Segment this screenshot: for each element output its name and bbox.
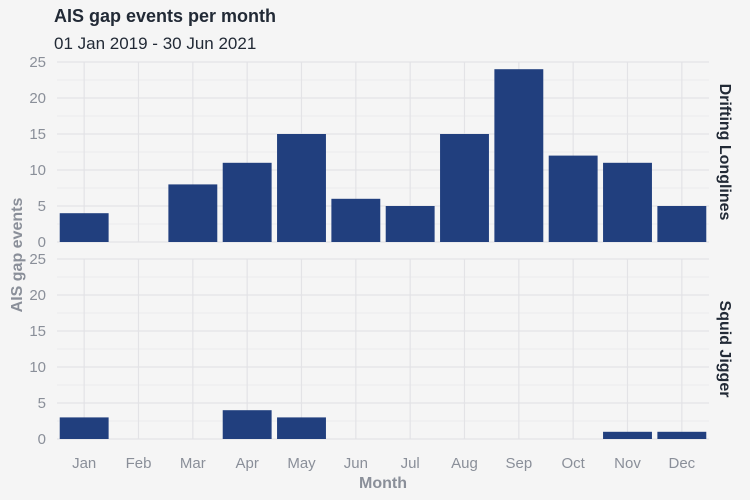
y-tick-label: 5 xyxy=(38,198,46,215)
bar xyxy=(494,69,544,242)
x-tick-label: Dec xyxy=(668,455,695,472)
x-tick-label: Oct xyxy=(561,455,585,472)
facet-panel-grid xyxy=(57,258,709,440)
bar xyxy=(168,184,218,242)
y-tick-label: 25 xyxy=(29,54,46,71)
x-tick-label: Feb xyxy=(126,455,152,472)
x-tick-label: Mar xyxy=(180,455,206,472)
x-tick-label: Sep xyxy=(505,455,532,472)
y-tick-label: 5 xyxy=(38,395,46,412)
bar xyxy=(548,155,598,242)
bar xyxy=(222,162,272,242)
bar xyxy=(222,410,272,439)
x-tick-label: Jan xyxy=(72,455,96,472)
chart-subtitle: 01 Jan 2019 - 30 Jun 2021 xyxy=(54,34,257,53)
x-tick-label: Aug xyxy=(451,455,478,472)
bar xyxy=(59,213,109,242)
bar xyxy=(277,134,326,242)
bar xyxy=(277,417,326,439)
facet-label: Squid Jigger xyxy=(716,301,733,398)
bar xyxy=(59,417,109,439)
bar xyxy=(603,431,652,439)
y-tick-label: 20 xyxy=(29,287,46,304)
y-tick-label: 25 xyxy=(29,251,46,268)
bar xyxy=(331,198,381,242)
x-tick-label: Jun xyxy=(344,455,368,472)
x-tick-label: Jul xyxy=(401,455,420,472)
bar xyxy=(385,206,435,242)
x-tick-label: Nov xyxy=(614,455,641,472)
y-tick-label: 10 xyxy=(29,359,46,376)
bar xyxy=(657,206,707,242)
x-axis-title: Month xyxy=(359,475,407,492)
y-tick-label: 0 xyxy=(38,431,46,448)
bar xyxy=(657,431,707,439)
y-tick-label: 15 xyxy=(29,126,46,143)
y-axis-title: AIS gap events xyxy=(9,198,26,313)
y-tick-label: 20 xyxy=(29,90,46,107)
x-tick-label: Apr xyxy=(235,455,258,472)
y-tick-label: 10 xyxy=(29,162,46,179)
chart-title: AIS gap events per month xyxy=(54,6,277,26)
bar xyxy=(603,162,652,242)
x-tick-label: May xyxy=(287,455,316,472)
facet-label: Drifting Longlines xyxy=(716,84,733,221)
bar xyxy=(440,134,489,242)
y-tick-label: 0 xyxy=(38,234,46,251)
y-tick-label: 15 xyxy=(29,323,46,340)
